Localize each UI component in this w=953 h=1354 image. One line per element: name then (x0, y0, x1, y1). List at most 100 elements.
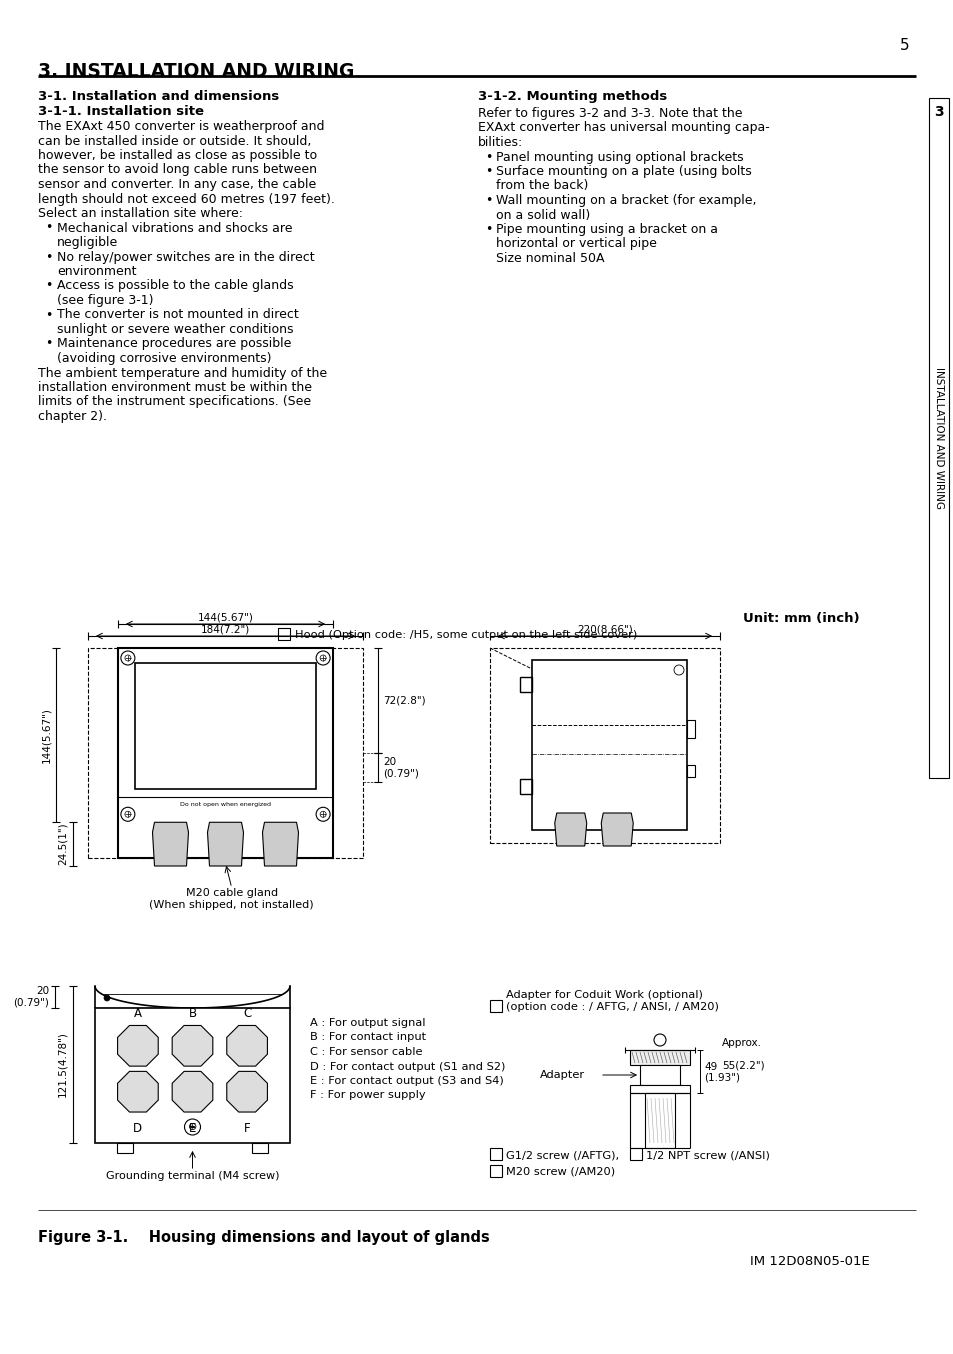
Bar (532, 659, 686, 830)
Text: •: • (484, 165, 492, 177)
Text: environment: environment (57, 265, 136, 278)
Bar (88, 649, 363, 858)
Bar (252, 1143, 268, 1154)
Circle shape (673, 665, 683, 676)
Text: 55(2.2"): 55(2.2") (721, 1060, 763, 1070)
Text: F: F (244, 1121, 250, 1135)
Circle shape (184, 1118, 200, 1135)
Circle shape (121, 807, 134, 822)
Text: E: E (189, 1121, 196, 1135)
Text: 144(5.67"): 144(5.67") (197, 613, 253, 623)
Text: M20 screw (/AM20): M20 screw (/AM20) (505, 1167, 615, 1177)
Circle shape (233, 1079, 260, 1105)
Text: (see figure 3-1): (see figure 3-1) (57, 294, 153, 307)
Circle shape (315, 807, 330, 822)
Text: M20 cable gland
(When shipped, not installed): M20 cable gland (When shipped, not insta… (150, 888, 314, 910)
Bar (519, 677, 532, 692)
Text: length should not exceed 60 metres (197 feet).: length should not exceed 60 metres (197 … (38, 192, 335, 206)
Text: sensor and converter. In any case, the cable: sensor and converter. In any case, the c… (38, 177, 315, 191)
Text: 1/2 NPT screw (/ANSI): 1/2 NPT screw (/ANSI) (645, 1150, 769, 1160)
Text: 3. INSTALLATION AND WIRING: 3. INSTALLATION AND WIRING (38, 62, 354, 81)
Bar (95, 1007, 290, 1143)
Text: however, be installed as close as possible to: however, be installed as close as possib… (38, 149, 316, 162)
Text: Unit: mm (inch): Unit: mm (inch) (742, 612, 859, 626)
Bar (490, 1164, 501, 1177)
Text: Hood (Option code: /H5, some cutout on the left side cover): Hood (Option code: /H5, some cutout on t… (294, 630, 637, 640)
Circle shape (320, 811, 326, 818)
Polygon shape (600, 812, 633, 846)
Text: Access is possible to the cable glands: Access is possible to the cable glands (57, 279, 294, 292)
Text: on a solid wall): on a solid wall) (496, 209, 590, 222)
Bar (644, 1093, 675, 1148)
Text: EXAxt converter has universal mounting capa-: EXAxt converter has universal mounting c… (477, 122, 769, 134)
Circle shape (654, 1034, 665, 1047)
Bar (490, 1148, 501, 1160)
Text: ⊕: ⊕ (188, 1122, 197, 1132)
Text: chapter 2).: chapter 2). (38, 410, 107, 422)
Polygon shape (262, 822, 298, 867)
Text: The ambient temperature and humidity of the: The ambient temperature and humidity of … (38, 367, 327, 379)
Bar (117, 1143, 132, 1154)
Text: 121.5(4.78"): 121.5(4.78") (57, 1032, 67, 1098)
Text: 20
(0.79"): 20 (0.79") (382, 757, 418, 779)
Text: the sensor to avoid long cable runs between: the sensor to avoid long cable runs betw… (38, 164, 316, 176)
Bar (519, 779, 532, 793)
Text: Mechanical vibrations and shocks are: Mechanical vibrations and shocks are (57, 222, 293, 234)
Polygon shape (117, 1071, 158, 1112)
Circle shape (125, 811, 131, 818)
Bar (629, 1085, 689, 1093)
Text: Size nominal 50A: Size nominal 50A (496, 252, 604, 265)
Text: Figure 3-1.    Housing dimensions and layout of glands: Figure 3-1. Housing dimensions and layou… (38, 1229, 489, 1244)
Text: Surface mounting on a plate (using bolts: Surface mounting on a plate (using bolts (496, 165, 751, 177)
Text: Do not open when energized: Do not open when energized (180, 802, 271, 807)
Bar (490, 649, 720, 844)
Bar (686, 765, 695, 777)
Text: F : For power supply: F : For power supply (310, 1090, 425, 1101)
Text: can be installed inside or outside. It should,: can be installed inside or outside. It s… (38, 134, 311, 148)
Text: A : For output signal: A : For output signal (310, 1018, 425, 1028)
Circle shape (104, 995, 110, 1001)
Text: The converter is not mounted in direct: The converter is not mounted in direct (57, 309, 298, 321)
Text: Grounding terminal (M4 screw): Grounding terminal (M4 screw) (106, 1171, 279, 1181)
Bar (490, 1001, 501, 1011)
Circle shape (185, 1085, 199, 1098)
Bar (118, 649, 333, 858)
Text: C: C (243, 1007, 251, 1020)
Circle shape (125, 1033, 151, 1059)
Text: negligible: negligible (57, 236, 118, 249)
Bar (629, 1148, 641, 1160)
Text: 3-1. Installation and dimensions: 3-1. Installation and dimensions (38, 89, 279, 103)
Text: Adapter: Adapter (539, 1070, 584, 1080)
Text: Wall mounting on a bracket (for example,: Wall mounting on a bracket (for example, (496, 194, 756, 207)
Text: from the back): from the back) (496, 180, 588, 192)
Text: 5: 5 (899, 38, 908, 53)
Bar (277, 628, 290, 640)
Text: (1.93"): (1.93") (703, 1072, 740, 1082)
Polygon shape (227, 1071, 267, 1112)
Polygon shape (172, 1025, 213, 1066)
Polygon shape (554, 812, 586, 846)
Polygon shape (208, 822, 243, 867)
Text: A: A (133, 1007, 142, 1020)
Text: limits of the instrument specifications. (See: limits of the instrument specifications.… (38, 395, 311, 409)
Text: Maintenance procedures are possible: Maintenance procedures are possible (57, 337, 291, 351)
Circle shape (179, 1033, 205, 1059)
Bar (135, 662, 315, 788)
Text: 184(7.2"): 184(7.2") (201, 626, 250, 635)
Circle shape (179, 1079, 205, 1105)
Circle shape (125, 1079, 151, 1105)
Circle shape (125, 655, 131, 661)
Text: •: • (45, 279, 52, 292)
Text: 220(8.66"): 220(8.66") (577, 626, 632, 635)
Text: 24.5(1"): 24.5(1") (58, 823, 68, 865)
Text: •: • (484, 194, 492, 207)
Text: E : For contact output (S3 and S4): E : For contact output (S3 and S4) (310, 1076, 503, 1086)
Circle shape (121, 651, 134, 665)
Text: C : For sensor cable: C : For sensor cable (310, 1047, 422, 1057)
Text: IM 12D08N05-01E: IM 12D08N05-01E (749, 1255, 869, 1267)
Text: •: • (45, 250, 52, 264)
Circle shape (320, 655, 326, 661)
Bar (928, 97, 948, 779)
Polygon shape (227, 1025, 267, 1066)
Text: horizontal or vertical pipe: horizontal or vertical pipe (496, 237, 657, 250)
